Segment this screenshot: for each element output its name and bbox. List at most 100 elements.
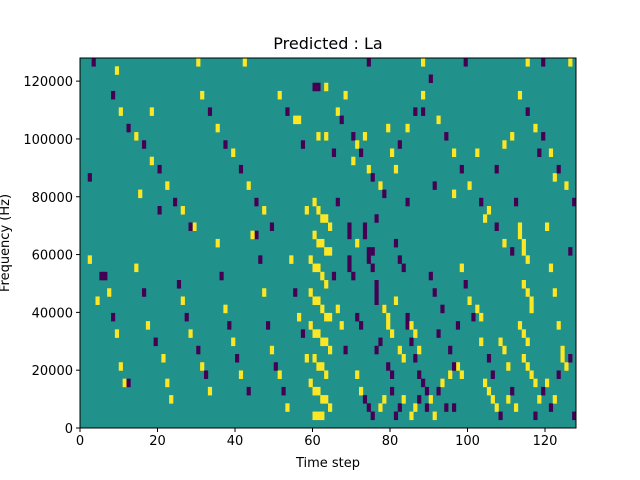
heatmap-cell <box>459 263 464 273</box>
heatmap-cell <box>335 197 340 207</box>
heatmap-cell <box>483 378 488 388</box>
heatmap-cell <box>393 164 399 174</box>
heatmap-cell <box>521 354 526 363</box>
heatmap-cell <box>510 132 515 141</box>
heatmap-cell <box>331 271 337 281</box>
heatmap-cell <box>529 296 534 305</box>
y-tick-label: 40000 <box>32 306 73 321</box>
heatmap-cell <box>308 321 313 330</box>
heatmap-cell <box>498 411 503 421</box>
heatmap-cell <box>498 337 503 347</box>
heatmap-cell <box>502 345 507 355</box>
heatmap-cell <box>196 58 201 67</box>
heatmap-cell <box>517 321 523 330</box>
heatmap-cell <box>316 296 321 305</box>
heatmap-cell <box>227 321 232 330</box>
heatmap-cell <box>370 247 375 256</box>
heatmap-cell <box>87 255 92 264</box>
heatmap-cell <box>118 362 123 371</box>
heatmap-cell <box>382 304 387 314</box>
heatmap-cell <box>180 296 185 305</box>
heatmap-cell <box>359 321 364 330</box>
heatmap-cell <box>444 132 449 141</box>
heatmap-cell <box>169 395 174 404</box>
heatmap-cell <box>370 263 375 273</box>
heatmap-cell <box>552 395 557 404</box>
heatmap-cell <box>370 173 375 182</box>
heatmap-cell <box>525 107 530 116</box>
heatmap-cell <box>285 107 290 116</box>
heatmap-cell <box>351 132 356 141</box>
heatmap-cell <box>386 321 391 330</box>
heatmap-cell <box>324 337 329 347</box>
heatmap-cell <box>246 181 251 190</box>
heatmap-cell <box>308 255 313 264</box>
heatmap-cell <box>347 255 352 264</box>
heatmap-cell <box>223 140 228 149</box>
heatmap-cell <box>405 312 410 322</box>
heatmap-cell <box>548 403 554 412</box>
heatmap-cell <box>99 271 104 281</box>
heatmap-cell <box>300 329 306 338</box>
heatmap-cell <box>541 386 546 396</box>
heatmap-cell <box>114 329 120 338</box>
heatmap-cell <box>378 403 383 412</box>
heatmap-cell <box>467 296 472 305</box>
heatmap-cell <box>250 230 255 240</box>
heatmap-cell <box>421 378 426 388</box>
heatmap-cell <box>514 403 519 412</box>
x-tick-label: 0 <box>76 434 84 449</box>
heatmap-cell <box>231 148 236 158</box>
heatmap-cell <box>149 156 154 166</box>
heatmap-cell <box>347 230 352 240</box>
heatmap-cell <box>320 395 325 404</box>
heatmap-cell <box>444 403 449 412</box>
y-tick-label: 100000 <box>23 133 73 148</box>
heatmap-cell <box>328 222 333 231</box>
heatmap-cell <box>572 197 577 207</box>
heatmap-cell <box>351 156 356 166</box>
heatmap-cell <box>386 123 391 133</box>
heatmap-cell <box>312 411 317 421</box>
heatmap-cell <box>560 354 565 363</box>
heatmap-cell <box>424 386 430 396</box>
heatmap-cell <box>126 378 131 388</box>
heatmap-cell <box>107 288 112 297</box>
heatmap-cell <box>235 354 240 363</box>
heatmap-cell <box>374 288 379 297</box>
heatmap-cell <box>134 263 139 273</box>
heatmap-cell <box>297 115 302 125</box>
heatmap-cell <box>428 395 433 404</box>
heatmap-cell <box>568 58 573 67</box>
heatmap-cell <box>417 370 422 379</box>
heatmap-cell <box>324 312 329 322</box>
heatmap-cell <box>149 107 154 116</box>
heatmap-cell <box>300 140 306 149</box>
heatmap-cell <box>231 337 236 347</box>
heatmap-cell <box>525 255 530 264</box>
heatmap-cell <box>366 58 371 67</box>
heatmap-cell <box>362 132 368 141</box>
heatmap-cell <box>238 370 244 379</box>
heatmap-cell <box>545 378 550 388</box>
heatmap-cell <box>320 271 325 281</box>
heatmap-cell <box>390 148 395 158</box>
heatmap-cell <box>405 197 410 207</box>
heatmap-cell <box>273 362 278 371</box>
heatmap-cell <box>483 214 488 223</box>
heatmap-cell <box>316 132 321 141</box>
heatmap-cell <box>490 370 495 379</box>
x-axis-label: Time step <box>295 456 360 471</box>
heatmap-cell <box>347 263 352 273</box>
heatmap-cell <box>467 181 472 190</box>
heatmap-cell <box>246 386 251 396</box>
heatmap-cell <box>343 90 348 100</box>
heatmap-cell <box>324 214 329 223</box>
heatmap-cell <box>196 345 201 355</box>
heatmap-cell <box>382 189 387 199</box>
heatmap-cell <box>324 132 329 141</box>
heatmap-cell <box>529 304 534 314</box>
heatmap-cell <box>180 206 185 215</box>
heatmap-cell <box>471 312 476 322</box>
heatmap-cell <box>432 181 437 190</box>
